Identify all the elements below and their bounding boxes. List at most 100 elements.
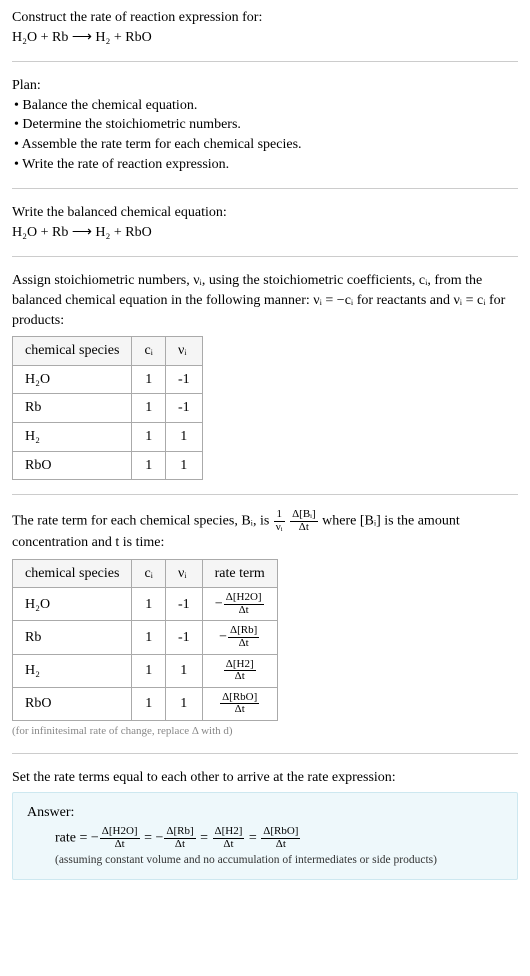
cell: 1 [165, 687, 202, 720]
frac-den: Δt [164, 838, 195, 851]
intro-line: Construct the rate of reaction expressio… [12, 8, 518, 28]
cell: 1 [132, 654, 166, 687]
cell-rate-term: Δ[RbO]Δt [202, 687, 277, 720]
divider [12, 494, 518, 495]
rate-term-text: The rate term for each chemical species,… [12, 509, 518, 553]
intro-section: Construct the rate of reaction expressio… [12, 8, 518, 47]
cell: 1 [132, 451, 166, 480]
divider [12, 188, 518, 189]
divider [12, 256, 518, 257]
intro-equation: H₂O + Rb ⟶ H₂ + RbO [12, 28, 518, 48]
cell: -1 [165, 394, 202, 423]
cell: -1 [165, 588, 202, 621]
col-header: cᵢ [132, 559, 166, 588]
cell-rate-term: Δ[H2]Δt [202, 654, 277, 687]
plan-item: Write the rate of reaction expression. [14, 155, 518, 175]
rate-table-caption: (for infinitesimal rate of change, repla… [12, 724, 518, 739]
col-header: rate term [202, 559, 277, 588]
divider [12, 61, 518, 62]
answer-prefix: rate = [55, 831, 91, 846]
frac-den: Δt [220, 703, 259, 716]
plan-list: Balance the chemical equation. Determine… [12, 96, 518, 174]
cell: -1 [165, 621, 202, 654]
table-row: RbO 1 1 Δ[RbO]Δt [13, 687, 278, 720]
answer-box: Answer: rate = −Δ[H2O]Δt = −Δ[Rb]Δt = Δ[… [12, 792, 518, 880]
answer-expression: rate = −Δ[H2O]Δt = −Δ[Rb]Δt = Δ[H2]Δt = … [27, 826, 503, 850]
frac-den: Δt [261, 838, 300, 851]
cell-rate-term: −Δ[Rb]Δt [202, 621, 277, 654]
cell: H₂O [13, 365, 132, 394]
cell: 1 [165, 654, 202, 687]
stoich-section: Assign stoichiometric numbers, νᵢ, using… [12, 271, 518, 480]
cell: RbO [13, 687, 132, 720]
plan-item: Assemble the rate term for each chemical… [14, 135, 518, 155]
rate-term-section: The rate term for each chemical species,… [12, 509, 518, 739]
frac: 1 νᵢ [274, 509, 285, 533]
divider [12, 753, 518, 754]
col-header: chemical species [13, 559, 132, 588]
col-header: chemical species [13, 337, 132, 366]
cell: Rb [13, 621, 132, 654]
plan-heading: Plan: [12, 76, 518, 96]
plan-section: Plan: Balance the chemical equation. Det… [12, 76, 518, 174]
col-header: cᵢ [132, 337, 166, 366]
stoich-text: Assign stoichiometric numbers, νᵢ, using… [12, 271, 518, 330]
table-header-row: chemical species cᵢ νᵢ [13, 337, 203, 366]
frac-num: Δ[Bᵢ] [290, 509, 318, 521]
frac-num: Δ[H2O] [224, 592, 264, 604]
answer-label: Answer: [27, 803, 503, 823]
rate-prefix: The rate term for each chemical species,… [12, 513, 273, 528]
cell: Rb [13, 394, 132, 423]
stoich-table: chemical species cᵢ νᵢ H₂O 1 -1 Rb 1 -1 … [12, 336, 203, 480]
plan-item: Determine the stoichiometric numbers. [14, 115, 518, 135]
frac: Δ[Bᵢ] Δt [290, 509, 318, 533]
cell: 1 [132, 687, 166, 720]
cell: H₂O [13, 588, 132, 621]
balanced-heading: Write the balanced chemical equation: [12, 203, 518, 223]
frac-num: Δ[H2O] [100, 826, 140, 838]
cell: 1 [132, 621, 166, 654]
cell: 1 [132, 365, 166, 394]
frac-num: Δ[Rb] [228, 625, 259, 637]
cell: 1 [132, 422, 166, 451]
table-row: H₂ 1 1 Δ[H2]Δt [13, 654, 278, 687]
frac-den: Δt [228, 637, 259, 650]
cell: H₂ [13, 654, 132, 687]
frac-den: Δt [224, 604, 264, 617]
frac-den: Δt [290, 521, 318, 534]
cell: 1 [132, 588, 166, 621]
frac-num: Δ[H2] [224, 659, 256, 671]
frac-num: Δ[Rb] [164, 826, 195, 838]
cell: H₂ [13, 422, 132, 451]
final-text: Set the rate terms equal to each other t… [12, 768, 518, 788]
frac-den: Δt [100, 838, 140, 851]
cell-rate-term: −Δ[H2O]Δt [202, 588, 277, 621]
col-header: νᵢ [165, 559, 202, 588]
col-header: νᵢ [165, 337, 202, 366]
cell: 1 [132, 394, 166, 423]
plan-item: Balance the chemical equation. [14, 96, 518, 116]
cell: 1 [165, 451, 202, 480]
frac-num: Δ[RbO] [220, 692, 259, 704]
answer-note: (assuming constant volume and no accumul… [27, 852, 503, 868]
frac-den: Δt [224, 670, 256, 683]
frac-num: Δ[H2] [213, 826, 245, 838]
table-row: H₂ 1 1 [13, 422, 203, 451]
cell: 1 [165, 422, 202, 451]
table-header-row: chemical species cᵢ νᵢ rate term [13, 559, 278, 588]
table-row: Rb 1 -1 [13, 394, 203, 423]
frac-den: νᵢ [274, 521, 285, 534]
cell: -1 [165, 365, 202, 394]
rate-table: chemical species cᵢ νᵢ rate term H₂O 1 -… [12, 559, 278, 721]
frac-num: Δ[RbO] [261, 826, 300, 838]
rate-frac-group: 1 νᵢ Δ[Bᵢ] Δt [273, 513, 322, 528]
frac-den: Δt [213, 838, 245, 851]
frac-num: 1 [274, 509, 285, 521]
balanced-section: Write the balanced chemical equation: H₂… [12, 203, 518, 242]
balanced-equation: H₂O + Rb ⟶ H₂ + RbO [12, 223, 518, 243]
table-row: H₂O 1 -1 −Δ[H2O]Δt [13, 588, 278, 621]
table-row: H₂O 1 -1 [13, 365, 203, 394]
cell: RbO [13, 451, 132, 480]
table-row: RbO 1 1 [13, 451, 203, 480]
table-row: Rb 1 -1 −Δ[Rb]Δt [13, 621, 278, 654]
